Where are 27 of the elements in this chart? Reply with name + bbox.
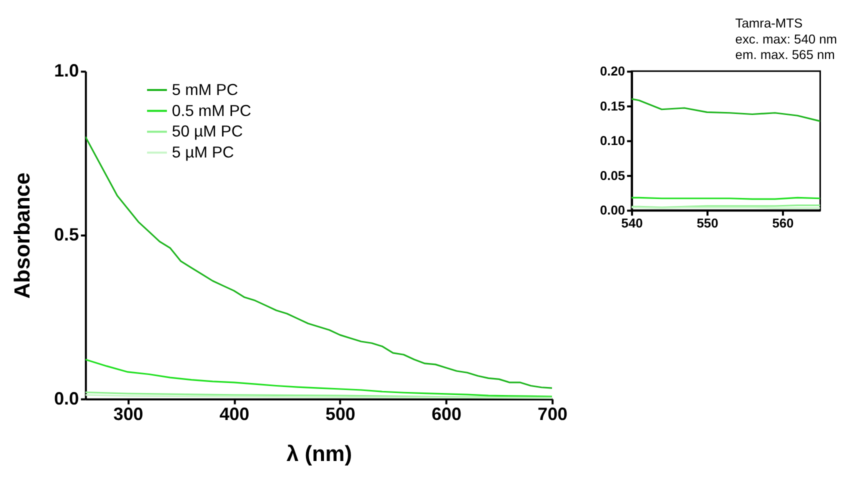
text: em. max. 565 nm xyxy=(735,47,835,62)
legend-label: 50 µM PC xyxy=(172,124,243,141)
x-tick-label: 540 xyxy=(621,216,643,231)
x-tick-label: 500 xyxy=(326,404,356,424)
line-series xyxy=(632,98,820,122)
y-tick-label: 0.0 xyxy=(54,388,80,408)
x-tick-label: 400 xyxy=(219,404,250,424)
y-tick-label: 0.5 xyxy=(54,224,80,244)
y-tick-label: 0.00 xyxy=(600,202,626,218)
legend-label: 5 mM PC xyxy=(172,82,238,99)
y-tick-label: 0.20 xyxy=(600,64,626,79)
y-axis-title: Absorbance xyxy=(9,172,34,299)
x-axis-title: λ (nm) xyxy=(286,440,352,466)
x-tick-label: 600 xyxy=(432,404,462,424)
text: Tamra-MTS xyxy=(735,15,803,30)
x-tick-label: 700 xyxy=(538,404,568,424)
y-tick-label: 0.05 xyxy=(600,168,626,183)
text: exc. max: 540 nm xyxy=(735,31,838,46)
y-tick-label: 0.15 xyxy=(600,98,626,114)
y-tick-label: 0.10 xyxy=(600,133,626,148)
x-tick-label: 560 xyxy=(772,216,794,231)
y-tick-label: 1.0 xyxy=(54,60,80,81)
legend-label: 5 µM PC xyxy=(172,144,234,162)
legend-label: 0.5 mM PC xyxy=(172,102,252,120)
x-tick-label: 550 xyxy=(696,216,718,231)
line-series xyxy=(85,358,552,398)
x-tick-label: 300 xyxy=(113,404,144,424)
